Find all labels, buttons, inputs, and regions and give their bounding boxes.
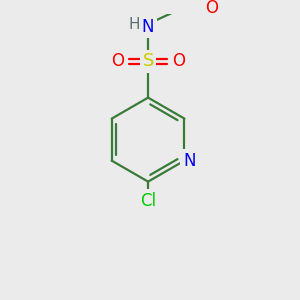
Text: N: N [142, 18, 154, 36]
Text: O: O [172, 52, 185, 70]
Text: O: O [111, 52, 124, 70]
Text: Cl: Cl [140, 192, 156, 210]
Text: N: N [183, 152, 196, 169]
Text: O: O [206, 0, 218, 17]
Text: S: S [142, 52, 154, 70]
Text: H: H [129, 16, 140, 32]
